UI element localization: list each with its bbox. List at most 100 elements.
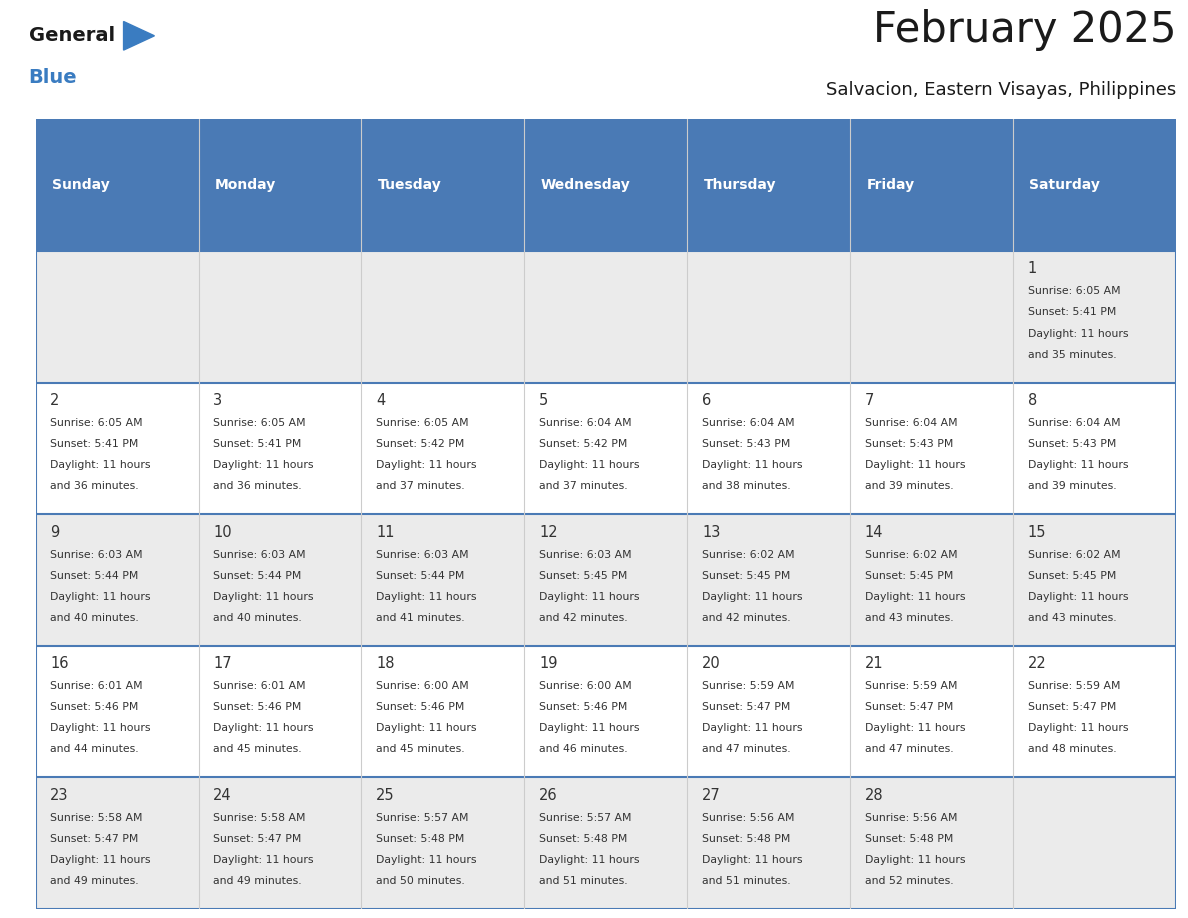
Bar (198, 119, 361, 251)
Bar (524, 778, 688, 909)
Text: and 41 minutes.: and 41 minutes. (377, 613, 465, 622)
Text: Sunset: 5:48 PM: Sunset: 5:48 PM (539, 834, 627, 844)
Text: Daylight: 11 hours: Daylight: 11 hours (702, 460, 803, 470)
Text: Daylight: 11 hours: Daylight: 11 hours (1028, 723, 1129, 733)
Text: Sunrise: 6:00 AM: Sunrise: 6:00 AM (539, 681, 632, 691)
Text: 25: 25 (377, 788, 394, 802)
Text: 1: 1 (1028, 262, 1037, 276)
Bar (36, 383, 198, 514)
Bar (688, 514, 851, 645)
Bar (851, 514, 1013, 645)
Text: Daylight: 11 hours: Daylight: 11 hours (1028, 460, 1129, 470)
Text: and 40 minutes.: and 40 minutes. (213, 613, 302, 622)
Text: Sunset: 5:47 PM: Sunset: 5:47 PM (1028, 702, 1117, 712)
Text: February 2025: February 2025 (873, 9, 1176, 50)
Bar (851, 778, 1013, 909)
Text: 28: 28 (865, 788, 884, 802)
Text: Blue: Blue (29, 68, 77, 87)
Bar (524, 383, 688, 514)
Text: and 45 minutes.: and 45 minutes. (213, 744, 302, 755)
Text: Daylight: 11 hours: Daylight: 11 hours (539, 460, 639, 470)
Text: Sunset: 5:46 PM: Sunset: 5:46 PM (539, 702, 627, 712)
Text: Daylight: 11 hours: Daylight: 11 hours (50, 592, 151, 601)
Text: Sunrise: 5:59 AM: Sunrise: 5:59 AM (702, 681, 795, 691)
Text: 5: 5 (539, 393, 549, 408)
Text: Sunset: 5:43 PM: Sunset: 5:43 PM (865, 439, 953, 449)
Text: 10: 10 (213, 524, 232, 540)
Text: and 37 minutes.: and 37 minutes. (377, 481, 465, 491)
Text: Daylight: 11 hours: Daylight: 11 hours (213, 723, 314, 733)
Text: 4: 4 (377, 393, 385, 408)
Text: Sunrise: 6:04 AM: Sunrise: 6:04 AM (865, 418, 958, 428)
Bar (36, 514, 198, 645)
Text: Sunrise: 6:03 AM: Sunrise: 6:03 AM (377, 550, 469, 560)
Text: Sunrise: 6:02 AM: Sunrise: 6:02 AM (865, 550, 958, 560)
Text: Daylight: 11 hours: Daylight: 11 hours (865, 723, 966, 733)
Text: Wednesday: Wednesday (541, 178, 631, 192)
Bar (361, 514, 524, 645)
Text: Sunset: 5:44 PM: Sunset: 5:44 PM (213, 571, 302, 581)
Bar (198, 251, 361, 383)
Text: 22: 22 (1028, 656, 1047, 671)
Text: 15: 15 (1028, 524, 1047, 540)
Text: Sunset: 5:42 PM: Sunset: 5:42 PM (539, 439, 627, 449)
Text: and 37 minutes.: and 37 minutes. (539, 481, 627, 491)
Bar (36, 119, 198, 251)
Text: Thursday: Thursday (703, 178, 776, 192)
Text: Monday: Monday (215, 178, 276, 192)
Text: 21: 21 (865, 656, 884, 671)
Text: Sunrise: 5:59 AM: Sunrise: 5:59 AM (1028, 681, 1120, 691)
Text: Sunrise: 6:00 AM: Sunrise: 6:00 AM (377, 681, 469, 691)
Text: Sunset: 5:45 PM: Sunset: 5:45 PM (865, 571, 953, 581)
Text: Sunset: 5:43 PM: Sunset: 5:43 PM (702, 439, 790, 449)
Text: Sunrise: 6:03 AM: Sunrise: 6:03 AM (213, 550, 305, 560)
Text: Sunrise: 6:05 AM: Sunrise: 6:05 AM (213, 418, 305, 428)
Text: and 39 minutes.: and 39 minutes. (1028, 481, 1117, 491)
Bar (198, 383, 361, 514)
Text: Sunset: 5:48 PM: Sunset: 5:48 PM (865, 834, 953, 844)
Text: Daylight: 11 hours: Daylight: 11 hours (865, 460, 966, 470)
Text: 2: 2 (50, 393, 59, 408)
Text: Sunset: 5:44 PM: Sunset: 5:44 PM (50, 571, 139, 581)
Bar (1013, 119, 1176, 251)
Text: 11: 11 (377, 524, 394, 540)
Text: 18: 18 (377, 656, 394, 671)
Text: and 49 minutes.: and 49 minutes. (213, 876, 302, 886)
Text: 13: 13 (702, 524, 720, 540)
Bar (36, 778, 198, 909)
Bar (524, 645, 688, 778)
Bar (688, 645, 851, 778)
Text: 24: 24 (213, 788, 232, 802)
Text: Daylight: 11 hours: Daylight: 11 hours (1028, 592, 1129, 601)
Bar (1013, 645, 1176, 778)
Text: Sunrise: 6:04 AM: Sunrise: 6:04 AM (1028, 418, 1120, 428)
Text: Sunrise: 6:03 AM: Sunrise: 6:03 AM (50, 550, 143, 560)
Text: 7: 7 (865, 393, 874, 408)
Text: Daylight: 11 hours: Daylight: 11 hours (1028, 329, 1129, 339)
Text: Daylight: 11 hours: Daylight: 11 hours (539, 855, 639, 865)
Text: Sunrise: 5:56 AM: Sunrise: 5:56 AM (865, 812, 958, 823)
Text: Daylight: 11 hours: Daylight: 11 hours (702, 723, 803, 733)
Text: and 40 minutes.: and 40 minutes. (50, 613, 139, 622)
Bar (851, 645, 1013, 778)
Text: 8: 8 (1028, 393, 1037, 408)
Text: and 39 minutes.: and 39 minutes. (865, 481, 954, 491)
Bar (361, 383, 524, 514)
Text: Sunrise: 6:01 AM: Sunrise: 6:01 AM (50, 681, 143, 691)
Text: 3: 3 (213, 393, 222, 408)
Bar (198, 514, 361, 645)
Text: and 46 minutes.: and 46 minutes. (539, 744, 627, 755)
Text: Sunset: 5:47 PM: Sunset: 5:47 PM (865, 702, 953, 712)
Text: Sunset: 5:46 PM: Sunset: 5:46 PM (213, 702, 302, 712)
Bar (1013, 514, 1176, 645)
Text: and 50 minutes.: and 50 minutes. (377, 876, 465, 886)
Text: Sunrise: 6:04 AM: Sunrise: 6:04 AM (702, 418, 795, 428)
Text: Sunrise: 5:58 AM: Sunrise: 5:58 AM (213, 812, 305, 823)
Text: 12: 12 (539, 524, 557, 540)
Text: Sunrise: 5:59 AM: Sunrise: 5:59 AM (865, 681, 958, 691)
Text: Sunrise: 5:58 AM: Sunrise: 5:58 AM (50, 812, 143, 823)
Text: and 42 minutes.: and 42 minutes. (702, 613, 791, 622)
Bar (524, 119, 688, 251)
Text: Sunset: 5:42 PM: Sunset: 5:42 PM (377, 439, 465, 449)
Bar (851, 383, 1013, 514)
